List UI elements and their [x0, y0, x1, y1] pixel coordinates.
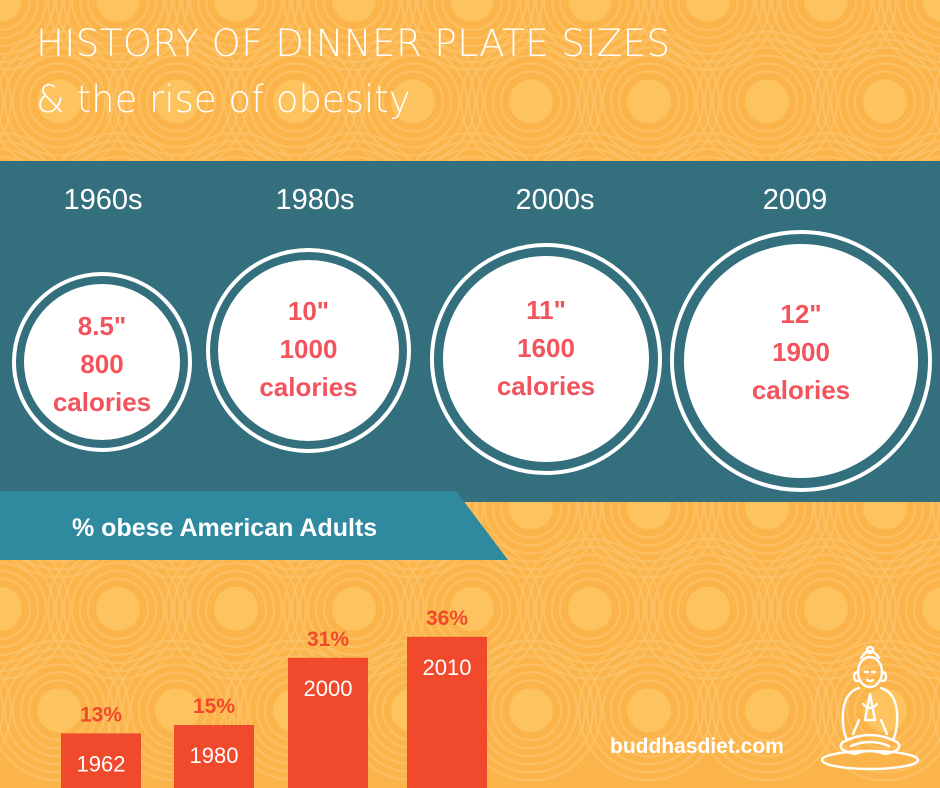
plate-era-2009: 2009 — [762, 184, 828, 216]
buddha-meditating-icon — [820, 645, 920, 771]
bar-1962 — [61, 733, 141, 788]
plate-size: 8.5" — [77, 311, 127, 341]
plate-calories-unit: calories — [496, 371, 596, 401]
bar-value-label: 15% — [193, 695, 235, 718]
bar-value-label: 13% — [80, 703, 122, 726]
bar-2000 — [288, 657, 368, 788]
plate-size: 11" — [526, 295, 566, 325]
plate-size: 12" — [780, 299, 822, 329]
plate-era-1960s: 1960s — [63, 184, 143, 216]
plate-calories-value: 1000 — [279, 334, 338, 364]
site-url: buddhasdiet.com — [610, 735, 784, 758]
bar-value-label: 31% — [307, 628, 349, 651]
plate-calories-unit: calories — [751, 375, 851, 405]
bar-1980 — [174, 725, 254, 788]
plate-era-1980s: 1980s — [275, 184, 355, 216]
page-title: HISTORY OF DINNER PLATE SIZES — [36, 22, 671, 65]
bar-category-label: 1962 — [77, 751, 126, 776]
bar-value-label: 36% — [426, 607, 468, 630]
plate-calories-unit: calories — [259, 372, 358, 402]
plate-calories-value: 1900 — [772, 337, 830, 367]
plate-calories-value: 800 — [80, 349, 124, 379]
plate-calories-value: 1600 — [517, 333, 575, 363]
plate-1960s: 8.5" 800 calories — [12, 272, 192, 452]
plate-1980s: 10" 1000 calories — [206, 248, 411, 453]
bar-category-label: 2000 — [304, 676, 353, 701]
plate-size: 10" — [287, 296, 330, 326]
page-subtitle: & the rise of obesity — [36, 78, 411, 121]
plate-era-2000s: 2000s — [515, 184, 595, 216]
plate-calories-unit: calories — [52, 387, 152, 417]
bar-2010 — [407, 636, 487, 788]
obesity-chart-title: % obese American Adults — [72, 514, 378, 542]
plate-2000s: 11" 1600 calories — [430, 243, 662, 475]
plate-2009: 12" 1900 calories — [670, 230, 932, 492]
bar-category-label: 1980 — [190, 743, 239, 768]
bar-category-label: 2010 — [423, 655, 472, 680]
